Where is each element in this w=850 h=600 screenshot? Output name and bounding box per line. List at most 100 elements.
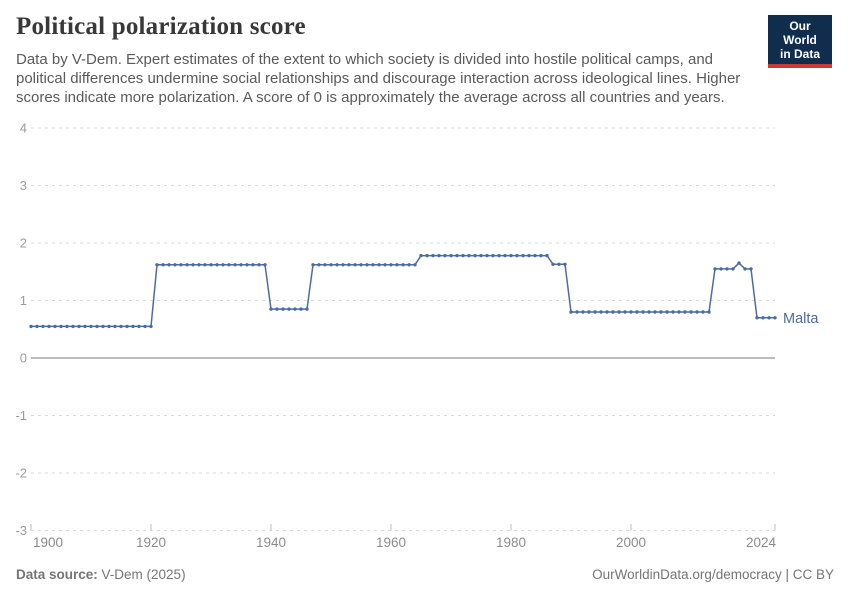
data-point[interactable]	[479, 253, 483, 258]
data-point[interactable]	[731, 267, 735, 271]
data-point[interactable]	[515, 253, 519, 258]
data-point[interactable]	[299, 307, 303, 311]
data-point[interactable]	[605, 310, 609, 314]
data-point[interactable]	[77, 324, 81, 329]
data-point[interactable]	[113, 324, 117, 329]
data-point[interactable]	[137, 324, 141, 329]
data-point[interactable]	[293, 307, 297, 311]
data-point[interactable]	[737, 261, 741, 265]
data-point[interactable]	[329, 263, 333, 267]
data-point[interactable]	[491, 253, 495, 258]
data-point[interactable]	[101, 324, 105, 329]
data-point[interactable]	[209, 263, 213, 267]
data-point[interactable]	[275, 307, 279, 311]
data-point[interactable]	[485, 253, 489, 258]
data-point[interactable]	[347, 263, 351, 267]
data-point[interactable]	[467, 253, 471, 258]
data-point[interactable]	[407, 263, 411, 267]
data-point[interactable]	[773, 316, 777, 320]
data-point[interactable]	[683, 310, 687, 314]
data-point[interactable]	[239, 263, 243, 267]
data-point[interactable]	[119, 324, 123, 329]
data-point[interactable]	[665, 310, 669, 314]
data-point[interactable]	[695, 310, 699, 314]
data-point[interactable]	[383, 263, 387, 267]
data-point[interactable]	[227, 263, 231, 267]
data-point[interactable]	[647, 310, 651, 314]
data-point[interactable]	[461, 253, 465, 258]
data-point[interactable]	[71, 324, 75, 329]
data-point[interactable]	[143, 324, 147, 329]
data-point[interactable]	[191, 263, 195, 267]
data-point[interactable]	[35, 324, 39, 329]
data-point[interactable]	[587, 310, 591, 314]
data-point[interactable]	[575, 310, 579, 314]
data-point[interactable]	[671, 310, 675, 314]
data-point[interactable]	[281, 307, 285, 311]
data-point[interactable]	[41, 324, 45, 329]
data-point[interactable]	[533, 253, 537, 258]
data-point[interactable]	[437, 253, 441, 258]
data-point[interactable]	[497, 253, 501, 258]
data-point[interactable]	[701, 310, 705, 314]
data-point[interactable]	[65, 324, 69, 329]
data-point[interactable]	[521, 253, 525, 258]
data-point[interactable]	[251, 263, 255, 267]
data-point[interactable]	[725, 267, 729, 271]
data-point[interactable]	[95, 324, 99, 329]
data-point[interactable]	[641, 310, 645, 314]
data-point[interactable]	[629, 310, 633, 314]
data-point[interactable]	[455, 253, 459, 258]
data-point[interactable]	[287, 307, 291, 311]
data-point[interactable]	[623, 310, 627, 314]
data-point[interactable]	[545, 253, 549, 258]
data-point[interactable]	[761, 316, 765, 320]
data-point[interactable]	[635, 310, 639, 314]
data-point[interactable]	[317, 263, 321, 267]
data-point[interactable]	[29, 324, 33, 329]
data-point[interactable]	[149, 324, 153, 329]
data-point[interactable]	[89, 324, 93, 329]
data-point[interactable]	[335, 263, 339, 267]
data-point[interactable]	[371, 263, 375, 267]
data-point[interactable]	[269, 307, 273, 311]
data-point[interactable]	[743, 267, 747, 271]
data-point[interactable]	[659, 310, 663, 314]
data-point[interactable]	[125, 324, 129, 329]
data-point[interactable]	[581, 310, 585, 314]
data-point[interactable]	[569, 310, 573, 314]
data-point[interactable]	[263, 263, 267, 267]
owid-logo[interactable]: Our World in Data	[768, 15, 832, 68]
data-point[interactable]	[59, 324, 63, 329]
data-point[interactable]	[179, 263, 183, 267]
data-point[interactable]	[611, 310, 615, 314]
data-point[interactable]	[443, 253, 447, 258]
data-point[interactable]	[311, 263, 315, 267]
data-point[interactable]	[653, 310, 657, 314]
data-point[interactable]	[431, 253, 435, 258]
data-point[interactable]	[617, 310, 621, 314]
data-point[interactable]	[749, 267, 753, 271]
data-point[interactable]	[221, 263, 225, 267]
entity-label[interactable]: Malta	[783, 311, 819, 327]
data-point[interactable]	[233, 263, 237, 267]
data-point[interactable]	[413, 263, 417, 267]
data-point[interactable]	[527, 253, 531, 258]
data-point[interactable]	[173, 263, 177, 267]
data-point[interactable]	[551, 262, 555, 266]
chart-plot-area[interactable]: 4 3 2 1 0 -1 -2 -3 1900 1920 1940 1960 1980 2000 2024 M…	[0, 110, 850, 570]
data-point[interactable]	[215, 263, 219, 267]
data-point[interactable]	[395, 263, 399, 267]
data-point[interactable]	[755, 316, 759, 320]
data-point[interactable]	[419, 253, 423, 258]
data-point[interactable]	[197, 263, 201, 267]
data-point[interactable]	[257, 263, 261, 267]
data-point[interactable]	[599, 310, 603, 314]
data-point[interactable]	[245, 263, 249, 267]
data-point[interactable]	[83, 324, 87, 329]
data-point[interactable]	[203, 263, 207, 267]
data-point[interactable]	[767, 316, 771, 320]
data-point[interactable]	[323, 263, 327, 267]
data-point[interactable]	[53, 324, 57, 329]
data-point[interactable]	[539, 253, 543, 258]
